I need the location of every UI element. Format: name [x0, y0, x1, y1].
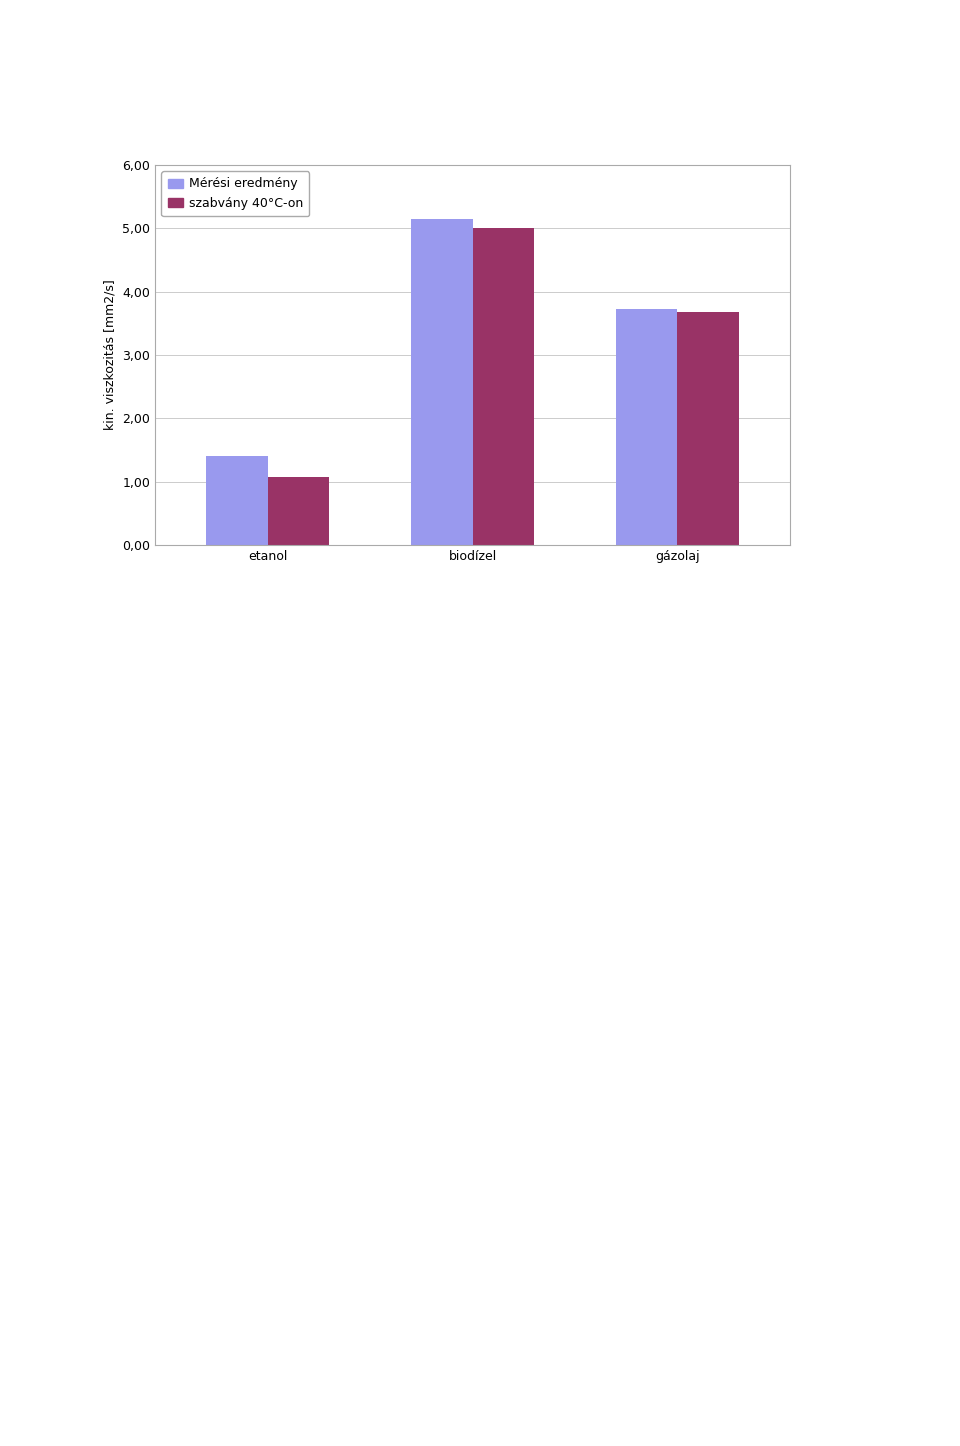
Y-axis label: kin. viszkozitás [mm2/s]: kin. viszkozitás [mm2/s]: [104, 279, 116, 431]
Bar: [616, 309, 678, 545]
Bar: [206, 457, 268, 545]
Bar: [268, 477, 329, 545]
Bar: [472, 228, 534, 545]
Bar: [411, 218, 472, 545]
Legend: Mérési eredmény, szabvány 40°C-on: Mérési eredmény, szabvány 40°C-on: [161, 171, 309, 215]
Bar: [678, 312, 739, 545]
